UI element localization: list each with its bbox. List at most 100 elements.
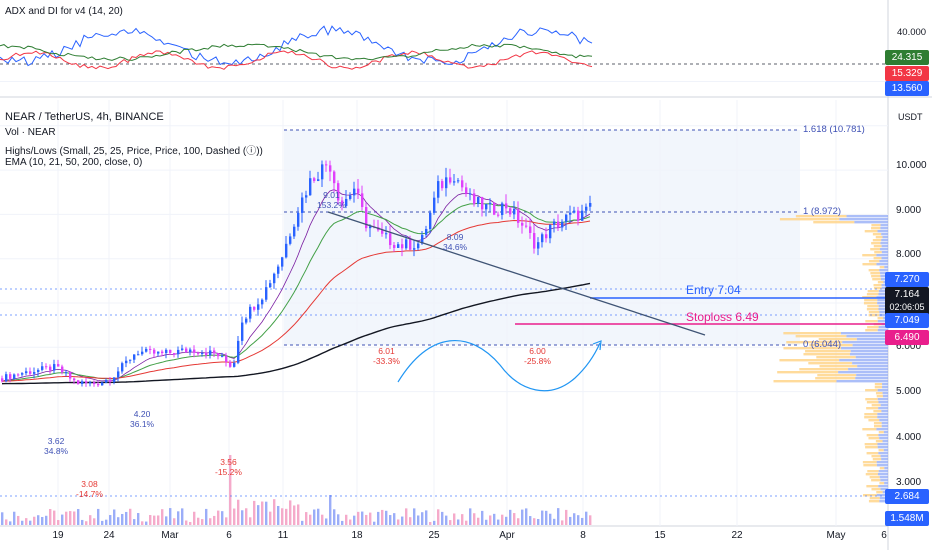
vp-bar-sell [879, 260, 888, 263]
candle-body [49, 366, 52, 371]
vp-bar-buy [862, 428, 877, 431]
volume-bar [93, 518, 96, 525]
candle-body [361, 193, 364, 208]
candle-body [537, 242, 540, 249]
vp-bar-buy [813, 221, 855, 224]
indicator-title[interactable]: ADX and DI for v4 (14, 20) [5, 6, 123, 17]
legend-highs-lows[interactable]: Highs/Lows (Small, 25, 25, Price, Price,… [5, 146, 263, 157]
candle-body [317, 179, 320, 181]
volume-bar [13, 511, 16, 525]
legend-ema[interactable]: EMA (10, 21, 50, 200, close, 0) [5, 157, 143, 168]
xlabel-mar: Mar [161, 530, 179, 541]
vp-bar-sell [878, 308, 888, 311]
candle-body [117, 371, 120, 378]
vp-bar-buy [866, 452, 879, 455]
volume-bar [413, 508, 416, 525]
volume-bar [437, 509, 440, 525]
vp-bar-buy [869, 476, 880, 479]
xlabel-18: 18 [351, 530, 363, 541]
volume-bar [425, 510, 428, 525]
vp-bar-sell [855, 356, 888, 359]
volume-bar [117, 517, 120, 525]
volume-bar [205, 508, 208, 525]
volume-bar [225, 517, 228, 525]
candle-body [589, 202, 592, 207]
candle-body [505, 203, 508, 209]
candle-body [297, 212, 300, 227]
vp-bar-sell [878, 452, 888, 455]
vp-bar-sell [839, 218, 888, 221]
volume-bar [229, 455, 232, 525]
candle-body [389, 233, 392, 246]
volume-bar [69, 511, 72, 525]
symbol-line[interactable]: NEAR / TetherUS, 4h, BINANCE [5, 111, 164, 123]
vp-bar-sell [880, 227, 888, 230]
xlabel-24: 24 [103, 530, 115, 541]
vp-bar-sell [846, 335, 888, 338]
candle-body [289, 236, 292, 244]
candle-body [81, 381, 84, 384]
candle-body [521, 222, 524, 226]
vp-bar-buy [862, 263, 877, 266]
volume-bar [525, 508, 528, 525]
volume-bar [557, 508, 560, 525]
vp-bar-sell [881, 425, 888, 428]
volume-bar [85, 521, 88, 525]
volume-bar [581, 517, 584, 525]
vp-bar-sell [877, 416, 888, 419]
volume-bar [433, 520, 436, 525]
stoploss-label: Stoploss 6.49 [686, 310, 759, 324]
candle-body [21, 373, 24, 375]
candle-body [557, 221, 560, 228]
vp-bar-sell [882, 392, 888, 395]
vp-bar-buy [879, 266, 885, 269]
candle-body [33, 372, 36, 374]
tag-7049: 7.049 [885, 313, 929, 328]
volume-bar [97, 508, 100, 525]
vp-bar-sell [877, 302, 888, 305]
candle-body [173, 352, 176, 355]
vp-bar-buy [786, 341, 843, 344]
candle-body [177, 349, 180, 355]
candle-body [185, 348, 188, 352]
legend-vol[interactable]: Vol · NEAR [5, 127, 56, 138]
volume-bar [53, 510, 56, 525]
vp-bar-buy [863, 464, 877, 467]
volume-bar [561, 520, 564, 525]
candle-body [225, 355, 228, 362]
candle-body [345, 198, 348, 206]
volume-bar [473, 513, 476, 525]
candle-body [5, 374, 8, 382]
candle-body [445, 177, 448, 189]
vp-bar-buy [878, 449, 884, 452]
candle-body [405, 239, 408, 249]
ema-50-line [1, 219, 591, 382]
volume-bar [245, 508, 248, 525]
candle-body [253, 306, 256, 310]
volume-bar [345, 514, 348, 525]
volume-bar [209, 518, 212, 525]
candle-body [293, 226, 296, 237]
xlabel-may: May [826, 530, 846, 541]
volume-bar [253, 500, 256, 525]
candle-body [261, 299, 264, 305]
candle-body [257, 304, 260, 310]
vp-bar-buy [865, 398, 878, 401]
vp-bar-buy [795, 335, 847, 338]
vp-bar-buy [777, 371, 839, 374]
vp-bar-sell [877, 329, 888, 332]
vp-bar-sell [878, 485, 888, 488]
volume-bar [105, 519, 108, 525]
currency-label[interactable]: USDT [898, 112, 923, 122]
vp-bar-sell [878, 407, 888, 410]
volume-bar [125, 511, 128, 525]
volume-bar [449, 520, 452, 525]
volume-bar [353, 515, 356, 525]
candle-body [441, 181, 444, 189]
candle-body [425, 229, 428, 235]
candle-body [53, 364, 56, 371]
candle-body [161, 351, 164, 354]
vp-bar-buy [865, 320, 878, 323]
vp-bar-buy [869, 497, 880, 500]
